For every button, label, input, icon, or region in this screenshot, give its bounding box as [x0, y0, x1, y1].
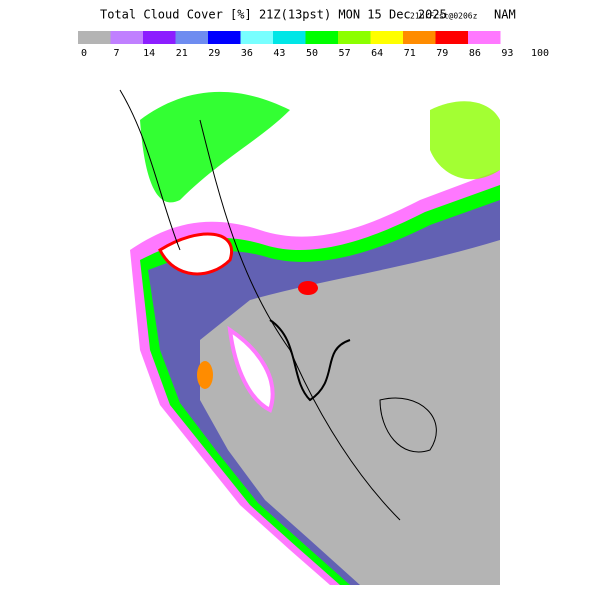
- legend-label: 79: [436, 48, 448, 59]
- legend-swatch: [273, 31, 306, 44]
- legend-swatch: [175, 31, 208, 44]
- legend-swatch: [143, 31, 176, 44]
- legend-label: 14: [143, 48, 155, 59]
- legend-label: 21: [176, 48, 188, 59]
- terrain-contour: [199, 119, 401, 521]
- legend-swatch: [305, 31, 338, 44]
- cloud-band: [140, 91, 290, 203]
- map-title: Total Cloud Cover [%] 21Z(13pst) MON 15 …: [100, 8, 447, 22]
- cloud-cell: [197, 361, 213, 389]
- legend-swatch: [78, 31, 111, 44]
- legend-label: 29: [208, 48, 220, 59]
- legend-swatch: [110, 31, 143, 44]
- cloud-cell: [298, 281, 318, 295]
- color-legend: 0 7 14 21 29 36 43 50 57 64 71 79 86 93 100: [78, 31, 549, 59]
- terrain-contour: [119, 89, 181, 251]
- legend-label: 86: [469, 48, 481, 59]
- legend-swatch: [403, 31, 436, 44]
- legend-swatch: [338, 31, 371, 44]
- cloud-band: [430, 101, 500, 180]
- legend-swatch: [370, 31, 403, 44]
- legend-label: 50: [306, 48, 318, 59]
- cloud-contour: [227, 325, 275, 413]
- legend-swatch: [208, 31, 241, 44]
- legend-label: 43: [273, 48, 285, 59]
- legend-label: 71: [404, 48, 416, 59]
- legend-label: 100: [531, 48, 549, 59]
- legend-label: 64: [371, 48, 383, 59]
- legend-swatch: [435, 31, 468, 44]
- legend-label: 93: [501, 48, 513, 59]
- legend-label: 0: [81, 48, 87, 59]
- legend-label: 7: [114, 48, 120, 59]
- model-name: NAM: [494, 8, 516, 22]
- legend-swatch: [468, 31, 501, 44]
- map: [105, 75, 500, 585]
- legend-swatch: [240, 31, 273, 44]
- legend-label: 57: [339, 48, 351, 59]
- terrain-contour: [379, 397, 437, 453]
- terrain-contour: [269, 319, 351, 402]
- legend-label: 36: [241, 48, 253, 59]
- clear-area: [200, 240, 500, 585]
- forecast-time: 21hrFcst@0206z: [410, 12, 478, 21]
